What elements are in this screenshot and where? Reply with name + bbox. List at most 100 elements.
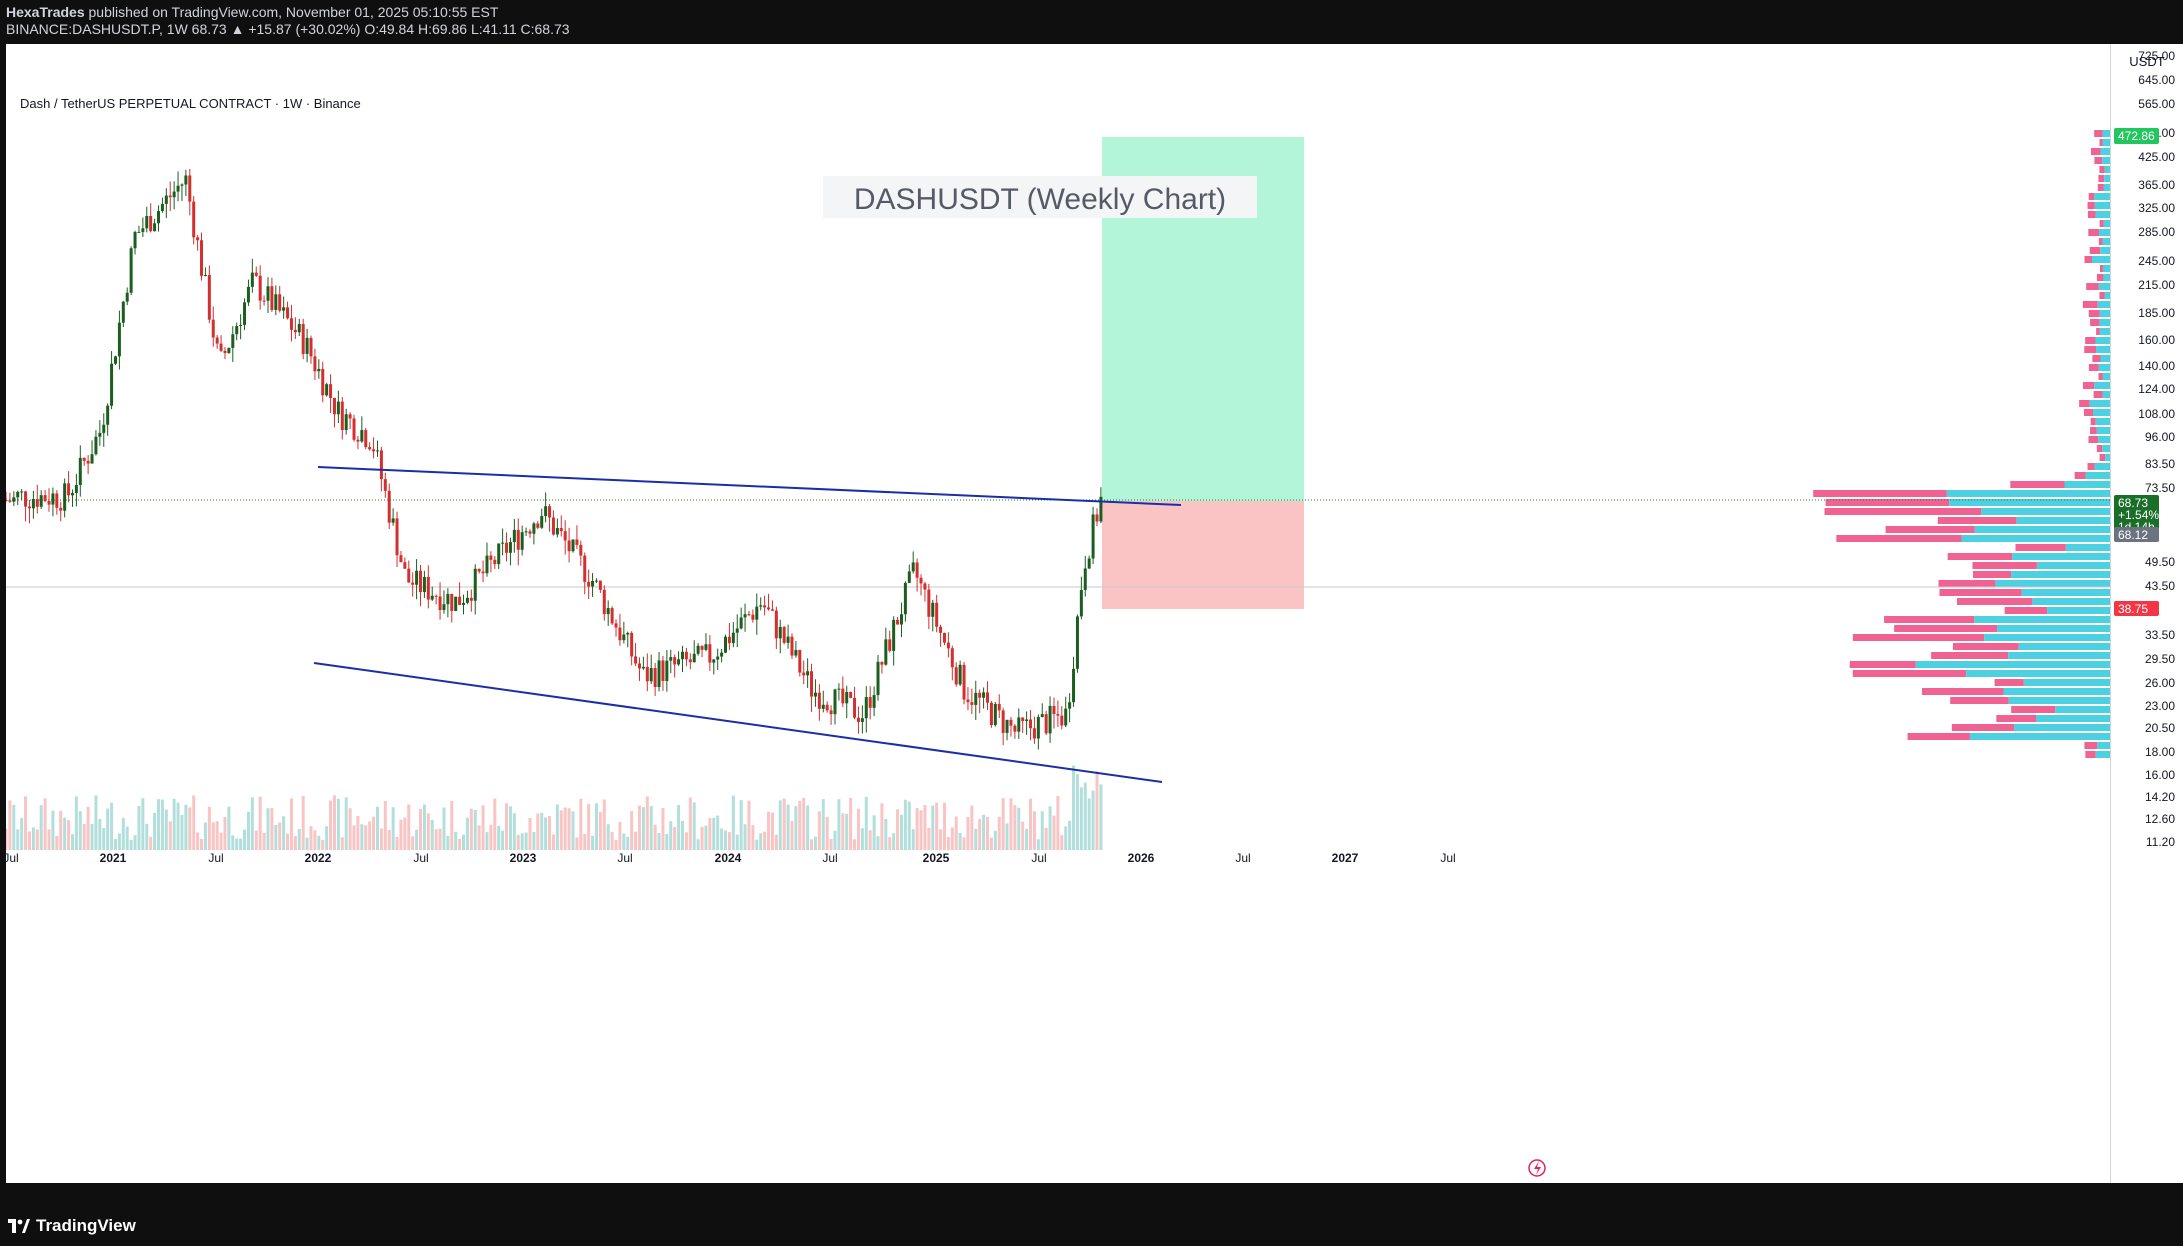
candle-body bbox=[379, 450, 383, 480]
profile-bar-buy bbox=[2023, 679, 2110, 686]
volume-bar bbox=[270, 808, 274, 850]
y-tick-label: 425.00 bbox=[2138, 150, 2175, 164]
candle-body bbox=[344, 414, 348, 431]
volume-bar bbox=[106, 808, 110, 850]
volume-bar bbox=[368, 821, 372, 850]
volume-bar bbox=[340, 837, 344, 850]
volume-bar bbox=[1072, 765, 1076, 850]
candle-body bbox=[1060, 715, 1064, 726]
x-tick-label: Jul bbox=[1031, 851, 1046, 865]
profile-bar-buy bbox=[2011, 571, 2110, 578]
volume-bar bbox=[559, 810, 563, 850]
publisher-name[interactable]: HexaTrades bbox=[6, 4, 85, 20]
volume-bar bbox=[778, 800, 782, 850]
y-tick-label: 245.00 bbox=[2138, 254, 2175, 268]
volume-bar bbox=[516, 834, 520, 850]
annotation-group[interactable]: DASHUSDT (Weekly Chart) bbox=[823, 176, 1257, 218]
volume-bar bbox=[708, 818, 712, 850]
profile-bar-sell bbox=[2099, 265, 2103, 272]
candle-body bbox=[677, 659, 681, 665]
volume-bar bbox=[168, 821, 172, 850]
volume-bar bbox=[360, 824, 364, 850]
x-tick-label: 2021 bbox=[100, 851, 127, 865]
volume-bar bbox=[935, 802, 939, 850]
volume-bar bbox=[145, 823, 149, 850]
volume-bar bbox=[211, 822, 215, 850]
volume-bar bbox=[188, 807, 192, 850]
candle-body bbox=[712, 659, 716, 663]
candle-body bbox=[939, 626, 943, 633]
volume-bar bbox=[250, 797, 254, 850]
profile-bar-sell bbox=[2085, 337, 2096, 344]
candle-body bbox=[418, 570, 422, 593]
lightning-icon[interactable] bbox=[1528, 1159, 1546, 1177]
volume-bar bbox=[90, 823, 94, 850]
chart-annotation[interactable]: DASHUSDT (Weekly Chart) bbox=[854, 183, 1226, 216]
volume-bar bbox=[939, 829, 943, 850]
profile-bar-buy bbox=[2021, 589, 2110, 596]
candle-body bbox=[856, 717, 860, 722]
profile-bar-sell bbox=[2084, 346, 2097, 353]
volume-bar bbox=[524, 832, 528, 850]
candle-body bbox=[907, 571, 911, 583]
svg-text:472.86: 472.86 bbox=[2118, 129, 2155, 143]
volume-bar bbox=[438, 828, 442, 850]
volume-bar bbox=[415, 829, 419, 850]
candle-body bbox=[790, 636, 794, 656]
chart-area[interactable]: Jul 2021 Jul 2022 Jul 2023 Jul 2024 Jul 2025 Jul 20… bbox=[3, 44, 2110, 1183]
candle-body bbox=[82, 457, 86, 461]
volume-bar bbox=[712, 817, 716, 850]
footer bbox=[0, 1210, 2183, 1246]
volume-bar bbox=[696, 839, 700, 850]
candle-body bbox=[993, 703, 997, 726]
candle-body bbox=[896, 619, 900, 625]
volume-bar bbox=[305, 837, 309, 850]
trendlines[interactable] bbox=[313, 466, 1182, 783]
candle-body bbox=[786, 636, 790, 643]
volume-bar bbox=[833, 830, 837, 850]
stop-price-badge: 38.75 bbox=[2114, 601, 2159, 616]
volume-bar bbox=[802, 797, 806, 850]
candle-body bbox=[258, 275, 262, 301]
candle-body bbox=[555, 528, 559, 535]
currency-label: USDT bbox=[2129, 54, 2164, 69]
profile-bar-sell bbox=[2079, 400, 2090, 407]
volume-bar bbox=[133, 835, 137, 850]
volume-bar bbox=[907, 801, 911, 850]
candle-body bbox=[544, 506, 548, 517]
svg-text:68.73: 68.73 bbox=[2118, 496, 2148, 510]
volume-bar bbox=[837, 799, 841, 850]
volume-bar bbox=[387, 829, 391, 850]
volume-bar bbox=[184, 804, 188, 850]
volume-bar bbox=[661, 808, 665, 850]
stop-zone[interactable] bbox=[1102, 501, 1304, 609]
profile-bar-buy bbox=[2095, 418, 2110, 425]
volume-bar bbox=[950, 827, 954, 850]
volume-bar bbox=[743, 824, 747, 850]
profile-bar-buy bbox=[2003, 688, 2110, 695]
y-tick-label: 565.00 bbox=[2138, 97, 2175, 111]
candle-body bbox=[102, 424, 106, 433]
candle-body bbox=[473, 568, 477, 601]
profile-bar-sell bbox=[2096, 274, 2104, 281]
candle-body bbox=[989, 702, 993, 726]
profile-bar-buy bbox=[1969, 733, 2110, 740]
candle-body bbox=[810, 671, 814, 697]
volume-bar bbox=[637, 805, 641, 850]
volume-bar bbox=[1087, 798, 1091, 850]
y-tick-label: 725.00 bbox=[2138, 49, 2175, 63]
candle-body bbox=[1064, 708, 1068, 726]
price-axis[interactable]: USDT 725.00645.00565.00485.00425.00365.0… bbox=[2110, 44, 2183, 1183]
y-tick-label: 108.00 bbox=[2138, 407, 2175, 421]
upper-trendline[interactable] bbox=[317, 466, 1182, 506]
candle-body bbox=[950, 648, 954, 668]
lower-trendline[interactable] bbox=[313, 662, 1163, 783]
profile-bar-sell bbox=[1952, 643, 2019, 650]
candle-body bbox=[387, 490, 391, 523]
volume-bar bbox=[477, 825, 481, 850]
profile-bar-buy bbox=[2104, 292, 2110, 299]
volume-bar bbox=[634, 831, 638, 850]
tradingview-logo[interactable]: TradingView bbox=[8, 1216, 136, 1236]
volume-bar bbox=[1083, 782, 1087, 850]
volume-bar bbox=[864, 796, 868, 850]
